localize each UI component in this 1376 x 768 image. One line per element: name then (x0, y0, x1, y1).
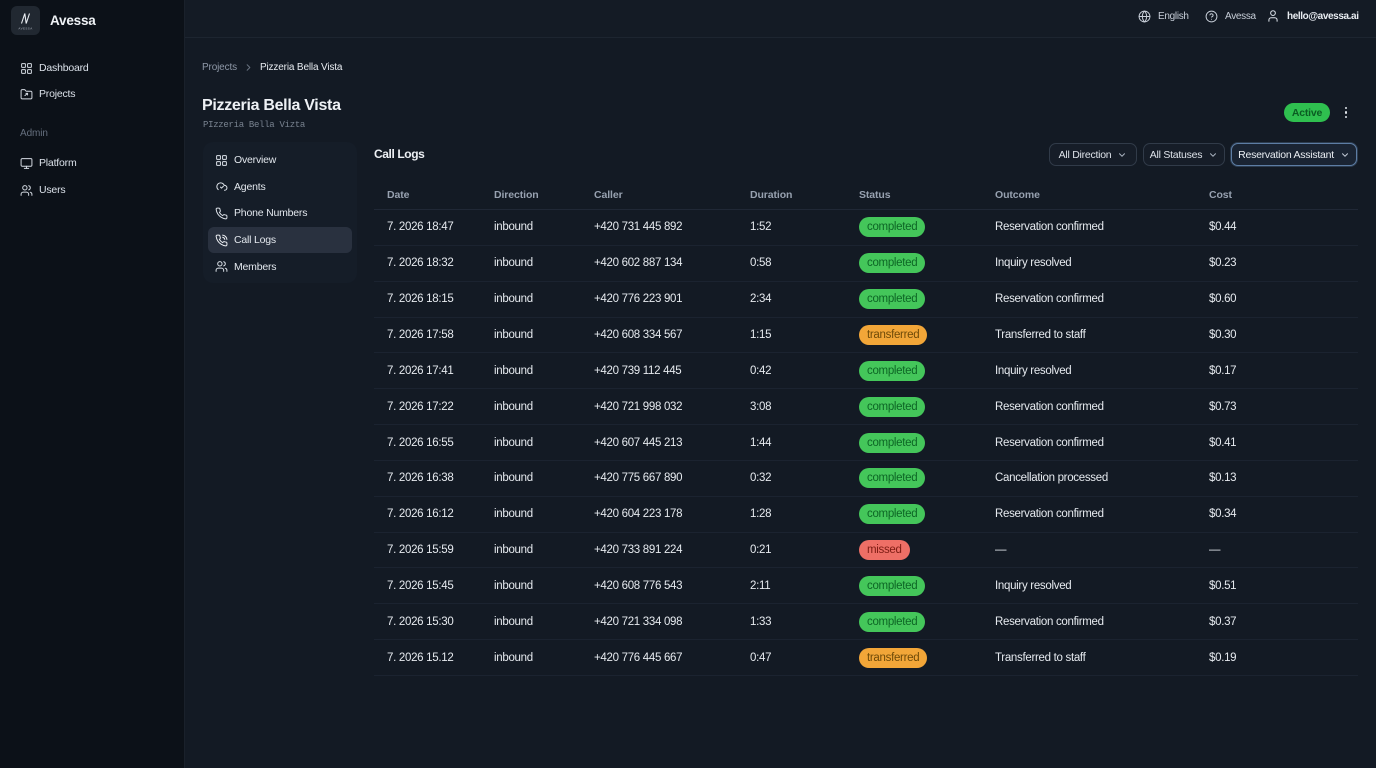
svg-text:AVESSA: AVESSA (18, 27, 32, 31)
